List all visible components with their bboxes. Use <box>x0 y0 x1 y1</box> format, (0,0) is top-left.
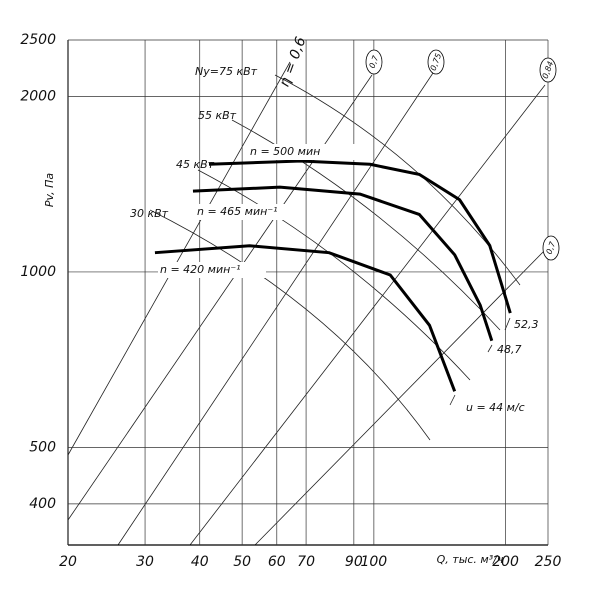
ratio-circle <box>539 57 557 83</box>
annotation: u = 44 м/с <box>466 401 525 414</box>
y-tick-label: 400 <box>29 496 56 512</box>
x-tick-label: 100 <box>360 554 387 570</box>
label-bg <box>158 262 266 278</box>
guide-lines <box>67 61 546 546</box>
y-tick-label: 2500 <box>20 32 56 48</box>
x-tick-label: 60 <box>268 554 286 570</box>
annotation: 0,7 <box>545 240 558 256</box>
series-label: n = 500 мин <box>250 145 320 158</box>
y-tick-label: 1000 <box>20 264 56 280</box>
x-tick-label: 90 <box>345 554 363 570</box>
annotation: η = 0,6 <box>277 35 310 89</box>
x-axis-label: Q, тыс. м³/ч <box>437 553 504 566</box>
label-bg <box>195 204 303 220</box>
fan-curve <box>192 185 494 342</box>
fan-curve <box>154 244 457 392</box>
annotation: Nу=75 кВт <box>195 65 258 78</box>
series-label: n = 420 мин⁻¹ <box>160 263 241 276</box>
annotation: 55 кВт <box>198 109 237 122</box>
x-tick-label: 30 <box>136 554 154 570</box>
x-tick-label: 250 <box>535 554 562 570</box>
x-tick-label: 70 <box>297 554 315 570</box>
x-tick-label: 50 <box>233 554 251 570</box>
annotation: 30 кВт <box>130 207 169 220</box>
y-tick-label: 500 <box>29 439 56 455</box>
fan-curve <box>208 159 512 314</box>
series-label: n = 465 мин⁻¹ <box>197 205 278 218</box>
ratio-circle <box>365 49 383 75</box>
x-tick-label: 200 <box>492 554 519 570</box>
label-bg <box>248 144 356 160</box>
ratio-circle <box>542 235 560 261</box>
x-tick-label: 20 <box>59 554 77 570</box>
x-tick-label: 40 <box>191 554 209 570</box>
ratio-circle <box>427 49 445 75</box>
y-axis-label: Pv, Па <box>43 173 56 208</box>
annotation: 0,7 <box>368 54 381 70</box>
annotation: 52,3 <box>514 318 539 331</box>
y-tick-label: 2000 <box>20 88 56 104</box>
annotation: 45 кВт <box>176 158 215 171</box>
annotation: 48,7 <box>497 343 522 356</box>
